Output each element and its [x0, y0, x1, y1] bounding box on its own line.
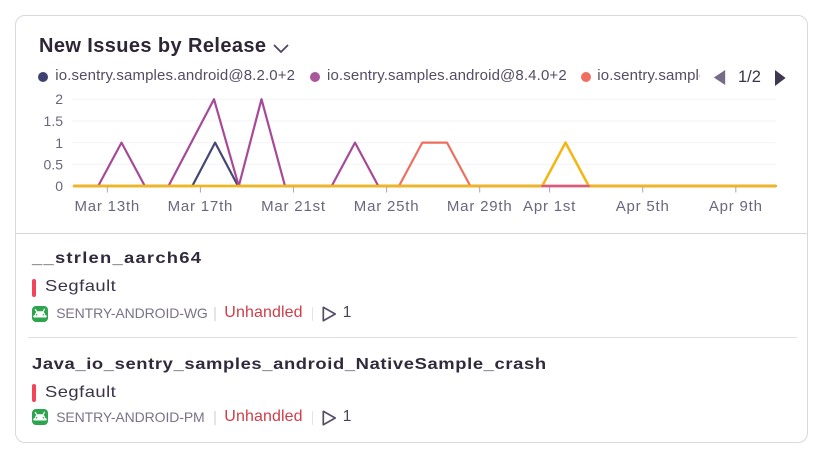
svg-text:Mar 21st: Mar 21st	[261, 198, 326, 215]
svg-text:Apr 5th: Apr 5th	[616, 198, 670, 215]
svg-text:Mar 17th: Mar 17th	[168, 198, 234, 215]
svg-text:2: 2	[55, 91, 63, 107]
svg-text:Apr 9th: Apr 9th	[709, 198, 763, 215]
svg-text:0.5: 0.5	[44, 156, 64, 172]
svg-text:Mar 13th: Mar 13th	[74, 198, 140, 215]
svg-text:Apr 1st: Apr 1st	[523, 198, 576, 215]
svg-text:Mar 25th: Mar 25th	[354, 198, 420, 215]
svg-text:0: 0	[55, 178, 63, 194]
svg-text:Mar 29th: Mar 29th	[447, 198, 513, 215]
svg-text:1: 1	[55, 135, 63, 151]
svg-text:1.5: 1.5	[44, 113, 64, 129]
